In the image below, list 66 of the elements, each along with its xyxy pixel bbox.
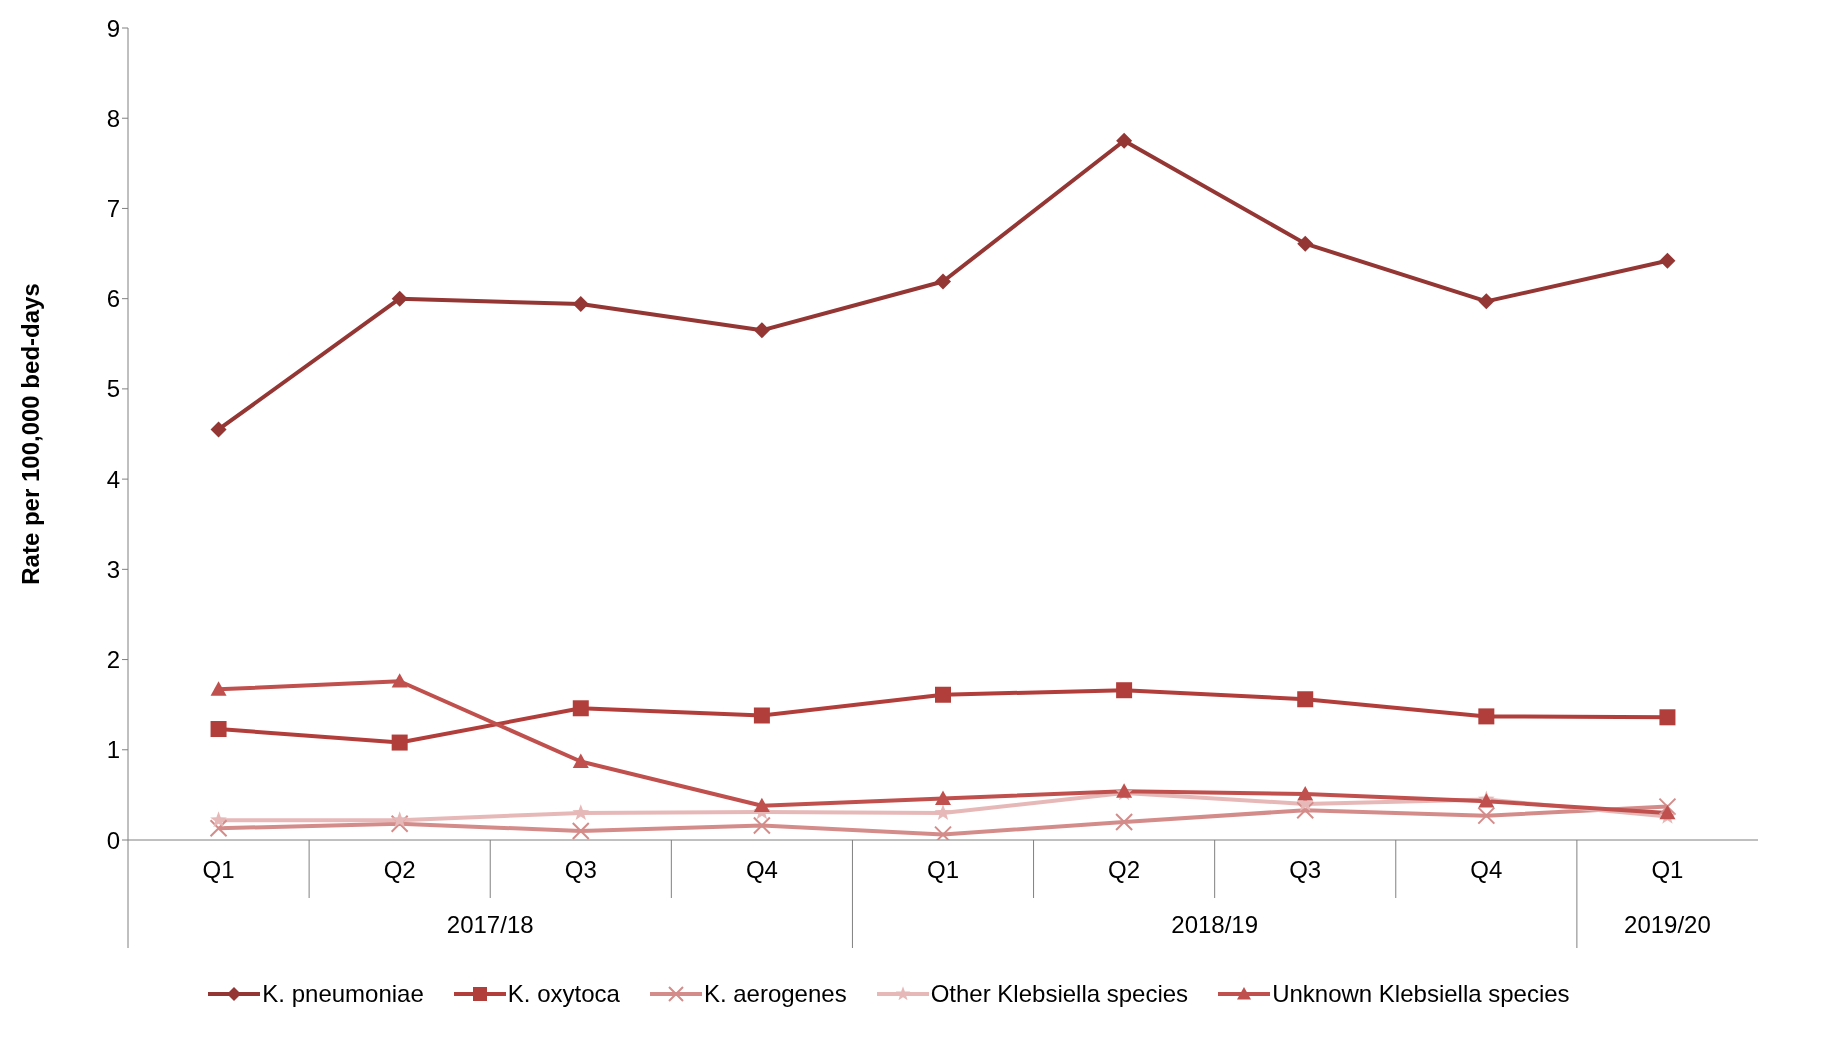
y-tick-label: 6 xyxy=(106,285,120,313)
point xyxy=(1296,801,1315,820)
point xyxy=(1659,252,1676,269)
point xyxy=(572,804,590,821)
point xyxy=(934,825,952,840)
text: 2019/20 xyxy=(1624,911,1711,938)
legend-label: K. aerogenes xyxy=(703,980,847,1008)
point xyxy=(210,421,227,438)
point xyxy=(1116,682,1133,699)
point xyxy=(1659,804,1676,820)
x-tick-label: Q1 xyxy=(1651,856,1684,883)
point xyxy=(571,821,590,840)
point xyxy=(753,322,770,339)
y-tick-label: 3 xyxy=(106,555,120,583)
point xyxy=(1659,709,1676,726)
y-tick-label: 1 xyxy=(106,736,120,764)
x-tick-label: Q2 xyxy=(1108,856,1141,883)
point xyxy=(934,804,952,821)
y-tick-label: 7 xyxy=(106,194,120,222)
legend-label: Unknown Klebsiella species xyxy=(1272,980,1570,1008)
y-tick-label: 0 xyxy=(106,826,120,854)
y-tick-label: 8 xyxy=(106,104,120,132)
point xyxy=(210,681,227,696)
point xyxy=(1115,812,1134,831)
point xyxy=(572,296,589,313)
point xyxy=(935,790,951,805)
x-tick-label: Q3 xyxy=(1289,856,1322,883)
text: 2018/19 xyxy=(1171,911,1259,938)
point xyxy=(1478,293,1495,310)
point xyxy=(753,707,770,724)
text: 2017/18 xyxy=(446,911,534,938)
point xyxy=(572,753,589,768)
point xyxy=(391,734,408,751)
legend-label: K. pneumoniae xyxy=(262,980,424,1008)
point xyxy=(1658,797,1677,816)
point xyxy=(1116,132,1133,149)
point xyxy=(210,811,227,828)
legend-label: K. oxytoca xyxy=(507,980,620,1008)
y-tick-label: 2 xyxy=(106,646,120,674)
point xyxy=(935,273,951,290)
point xyxy=(753,797,770,813)
point xyxy=(752,816,771,835)
point xyxy=(209,819,228,838)
point xyxy=(391,290,408,307)
point xyxy=(391,673,408,688)
point xyxy=(1478,708,1495,725)
y-tick-label: 9 xyxy=(106,14,120,42)
x-tick-label: Q1 xyxy=(202,856,235,883)
point xyxy=(390,814,409,833)
point xyxy=(572,700,589,717)
y-tick-label: 5 xyxy=(106,375,120,403)
point xyxy=(1477,806,1496,825)
point xyxy=(1297,691,1314,708)
point xyxy=(935,686,951,703)
x-tick-label: Q3 xyxy=(564,856,597,883)
y-axis-title: Rate per 100,000 bed-days xyxy=(16,283,44,585)
x-tick-label: Q4 xyxy=(1470,856,1503,883)
x-tick-label: Q1 xyxy=(926,856,960,883)
point xyxy=(210,721,227,738)
point xyxy=(1297,785,1314,801)
y-tick-label: 4 xyxy=(106,465,120,493)
legend-label: Other Klebsiella species xyxy=(930,980,1189,1008)
point xyxy=(391,811,409,828)
x-tick-label: Q4 xyxy=(745,856,778,883)
x-tick-label: Q2 xyxy=(383,856,416,883)
point xyxy=(1297,235,1314,252)
